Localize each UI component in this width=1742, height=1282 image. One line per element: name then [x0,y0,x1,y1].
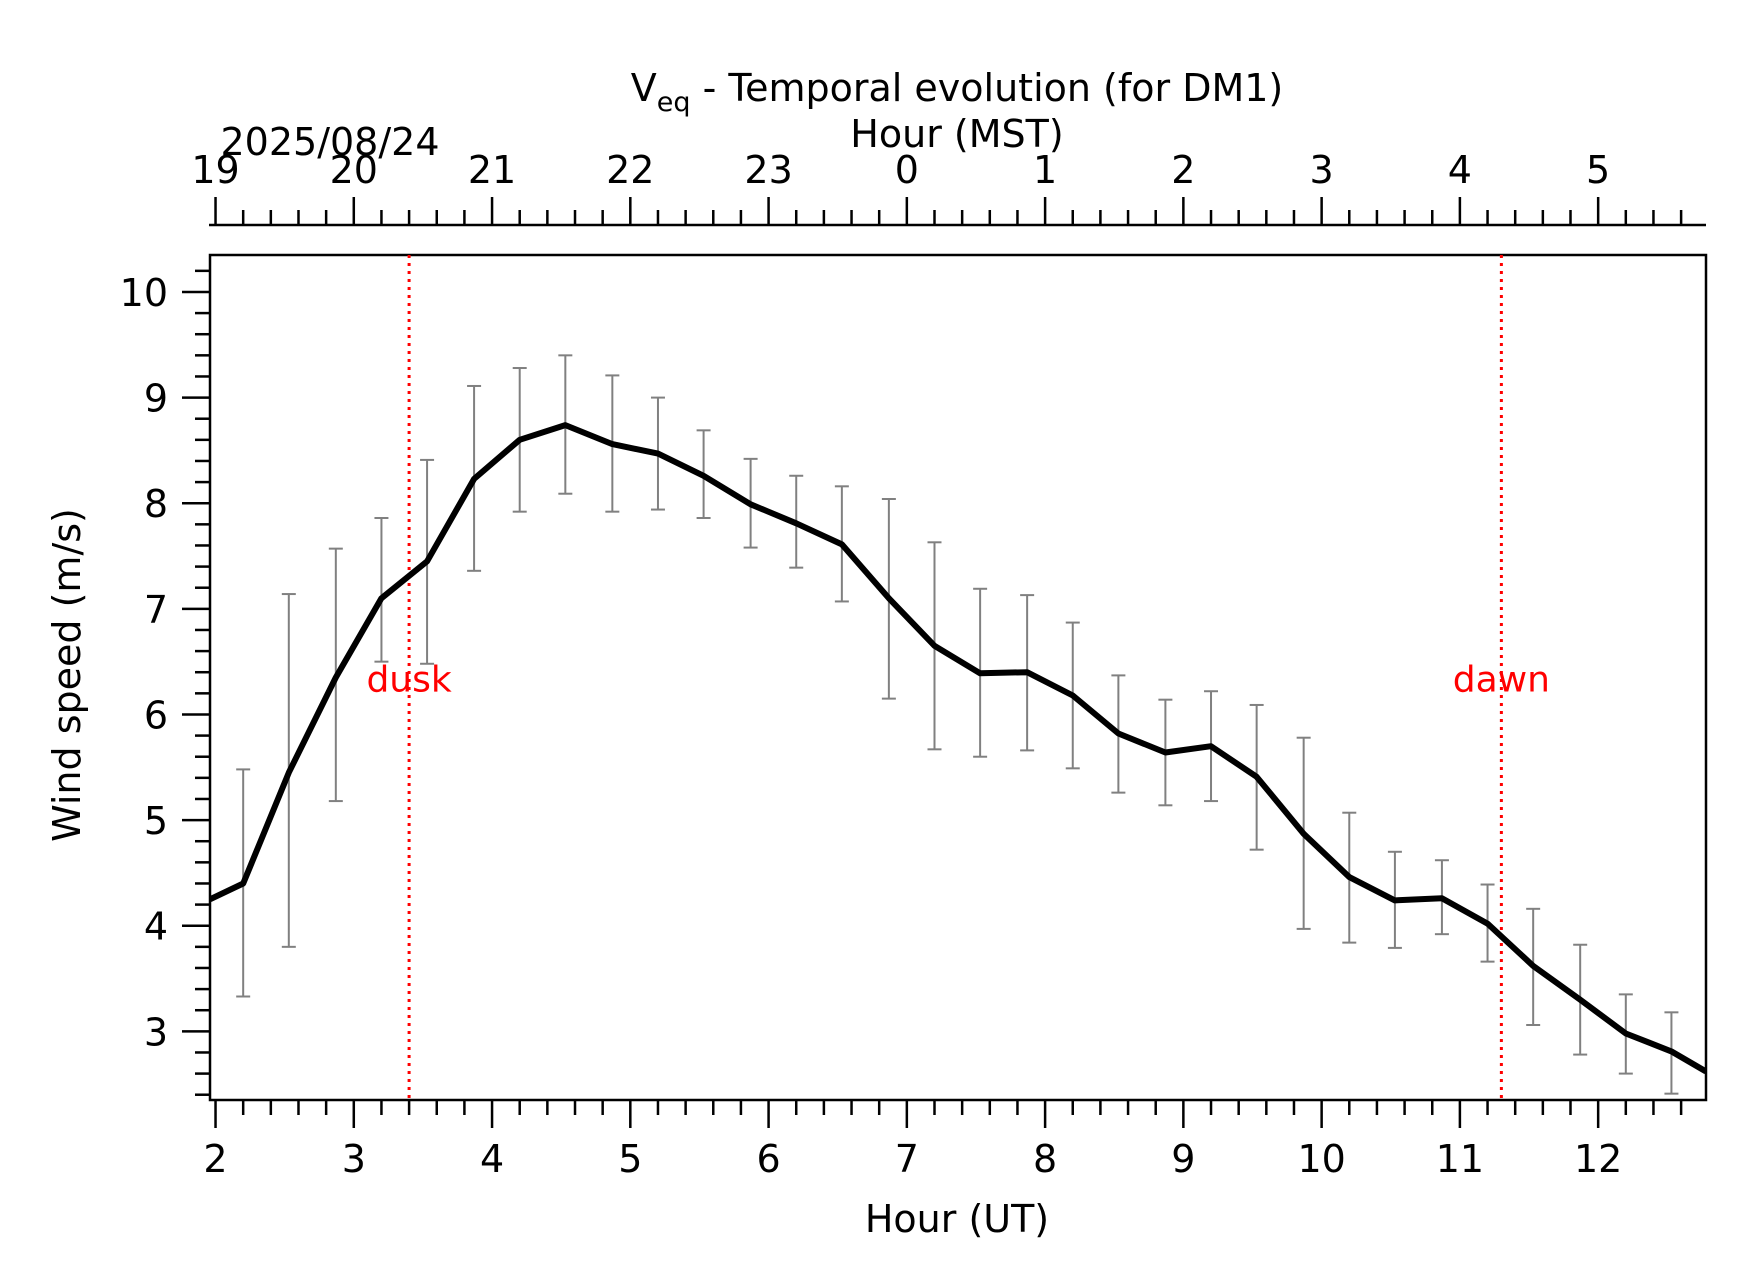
top-tick-label: 3 [1310,148,1334,192]
y-tick-label: 9 [144,377,168,421]
x-tick-label: 10 [1297,1137,1345,1181]
top-tick-label: 4 [1448,148,1472,192]
x-tick-label: 3 [342,1137,366,1181]
x-axis-label: Hour (UT) [865,1197,1049,1241]
title-rest: - Temporal evolution (for DM1) [690,66,1283,110]
vline-label-dusk: dusk [366,660,451,701]
top-tick-label: 19 [191,148,239,192]
y-tick-label: 7 [144,588,168,632]
y-tick-label: 8 [144,482,168,526]
x-tick-label: 7 [895,1137,919,1181]
chart-title: Veq - Temporal evolution (for DM1) [631,66,1284,118]
top-tick-label: 5 [1586,148,1610,192]
x-tick-label: 5 [618,1137,642,1181]
x-tick-label: 2 [203,1137,227,1181]
title-main: V [631,66,657,110]
plot-frame [208,253,1708,1102]
x-tick-label: 4 [480,1137,504,1181]
top-tick-label: 21 [468,148,516,192]
x-tick-label: 11 [1436,1137,1484,1181]
top-tick-label: 1 [1033,148,1057,192]
y-axis-label: Wind speed (m/s) [45,508,89,842]
vline-label-dawn: dawn [1453,660,1550,701]
top-tick-label: 23 [744,148,792,192]
x-tick-label: 9 [1171,1137,1195,1181]
x-tick-label: 12 [1574,1137,1622,1181]
top-axis-label: Hour (MST) [850,112,1063,156]
top-tick-label: 22 [606,148,654,192]
y-tick-label: 4 [144,905,168,949]
y-tick-label: 5 [144,799,168,843]
top-tick-label: 0 [895,148,919,192]
y-tick-label: 10 [120,271,168,315]
y-tick-label: 3 [144,1010,168,1054]
top-tick-label: 20 [330,148,378,192]
top-tick-label: 2 [1171,148,1195,192]
title-subscript: eq [657,87,691,118]
y-tick-label: 6 [144,693,168,737]
plot-area: 219320421522623708192103114125345678910d… [120,148,1708,1181]
series-line [210,422,1706,1075]
date-label: 2025/08/24 [220,120,439,164]
x-tick-label: 8 [1033,1137,1057,1181]
x-tick-label: 6 [756,1137,780,1181]
